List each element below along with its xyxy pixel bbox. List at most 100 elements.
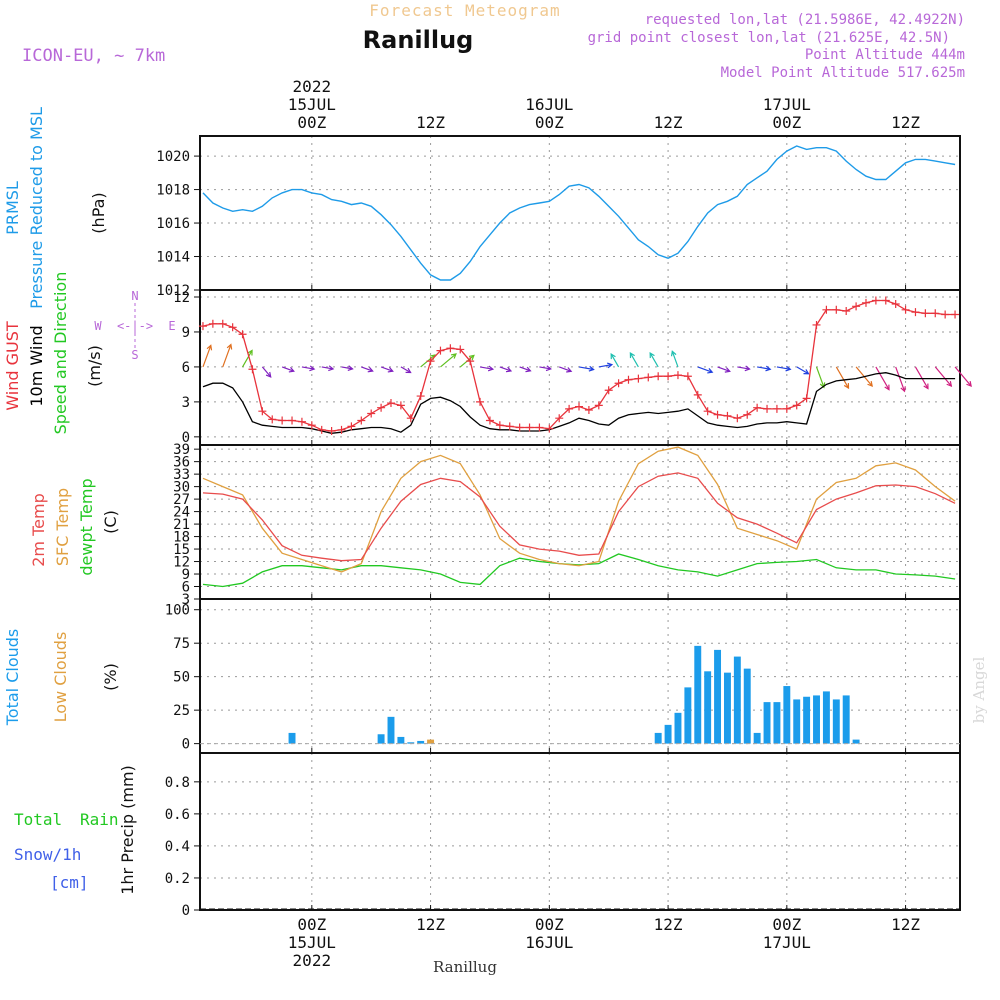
wind-arrow [835, 366, 850, 389]
top-hour-label: 00Z [772, 113, 801, 132]
wind-arrow-head [206, 344, 213, 351]
gust-marker [743, 410, 752, 419]
compass-w: W [94, 319, 102, 333]
wind-arrow-head [884, 384, 890, 391]
gust-marker [485, 416, 494, 425]
gust-marker [822, 305, 831, 314]
pressure-label-1: PRMSL [3, 181, 22, 235]
y-tick-label: 36 [173, 455, 190, 471]
gust-marker [258, 407, 267, 416]
wind-arrow-head [946, 381, 953, 388]
total-cloud-bar [694, 645, 702, 744]
bottom-hour-label: 00Z [297, 915, 326, 934]
wind-arrow [479, 366, 493, 370]
wind-arrow-head [724, 367, 731, 373]
total-cloud-bar [832, 699, 840, 744]
wind-arrow-head [505, 366, 513, 373]
total-cloud-bar [822, 691, 830, 744]
temp-unit: (C) [101, 510, 120, 534]
panel-border [199, 444, 961, 600]
gust-marker [278, 416, 287, 425]
total-cloud-bar [417, 740, 425, 744]
gust-marker [881, 296, 890, 305]
wind-arrow [539, 366, 551, 370]
sfc-temp-label: SFC Temp [53, 488, 72, 566]
gust-marker [614, 379, 623, 388]
y-tick-label: 0.8 [165, 775, 190, 791]
wind-arrow-head [610, 353, 616, 360]
wind-arrow [717, 366, 730, 372]
wind-arrow [222, 344, 232, 368]
wind-arrow-head [765, 365, 772, 372]
wind-arrow-head [649, 351, 655, 359]
wind-arrow [776, 366, 791, 370]
gust-marker [456, 345, 465, 354]
y-tick-label: 0 [182, 737, 190, 753]
top-hour-label: 12Z [654, 113, 683, 132]
wind-arrow [578, 366, 594, 371]
gust-marker [901, 305, 910, 314]
t2m-label: 2m Temp [29, 493, 48, 567]
top-hour-label: 00Z [297, 113, 326, 132]
y-tick-label: 1020 [156, 149, 190, 165]
wind-arrow-head [606, 362, 614, 369]
low-cloud-bar [427, 739, 435, 744]
y-tick-label: 0.2 [165, 871, 190, 887]
wind-arrow-head [670, 350, 677, 357]
gust-marker [525, 423, 534, 432]
gust-marker [594, 401, 603, 410]
pressure-unit: (hPa) [89, 192, 108, 233]
y-tick-label: 6 [182, 360, 190, 376]
bottom-year-label: 2022 [293, 951, 332, 970]
total-clouds-label: Total Clouds [3, 629, 22, 727]
panel-precip: 0 0.2 0.4 0.6 0.8 [165, 752, 961, 919]
y-tick-label: 3 [182, 592, 190, 608]
wind-arrow-head [629, 351, 635, 359]
gust-marker [268, 415, 277, 424]
gust-marker [396, 401, 405, 410]
wind-arrow [697, 366, 713, 373]
y-tick-label: 1014 [156, 250, 190, 266]
credit-watermark: by Angel [970, 656, 988, 723]
gust-marker [673, 371, 682, 380]
gust-marker [386, 399, 395, 408]
bottom-hour-label: 12Z [891, 915, 920, 934]
gust-marker [891, 299, 900, 308]
wind-arrow [815, 366, 825, 388]
total-cloud-bar [803, 696, 811, 744]
gust-marker [733, 414, 742, 423]
y-tick-label: 0.4 [165, 839, 190, 855]
compass-n: N [131, 289, 138, 303]
wind-arrow-head [265, 371, 272, 378]
compass-s: S [131, 348, 138, 362]
gust-marker [208, 319, 217, 328]
wind-arrow [671, 351, 679, 368]
total-cloud-bar [733, 656, 741, 744]
gust-marker [832, 305, 841, 314]
wind-arrow [499, 366, 512, 372]
panel-pressure: 1012 1014 1016 1018 1020 [156, 135, 961, 299]
bottom-hour-label: 12Z [654, 915, 683, 934]
wind-arrow-head [367, 366, 374, 373]
gust-marker [951, 310, 960, 319]
total-cloud-bar [773, 702, 781, 744]
forecast-meteogram-title: Forecast Meteogram [369, 1, 560, 20]
gust-marker [327, 427, 336, 436]
panel-border [199, 135, 961, 291]
requested-coords: requested lon,lat (21.5986E, 42.4922N) [645, 12, 965, 28]
wind-arrow [380, 366, 393, 372]
point-altitude: Point Altitude 444m [805, 47, 965, 63]
total-cloud-bar [674, 712, 682, 744]
low-clouds-label: Low Clouds [51, 632, 70, 723]
wind-arrow [875, 366, 890, 390]
wind-arrow [954, 366, 972, 387]
wind-unit: (m/s) [85, 345, 104, 387]
gust-marker [535, 423, 544, 432]
top-hour-label: 12Z [891, 113, 920, 132]
y-tick-label: 15 [173, 542, 190, 558]
pressure-line [202, 145, 956, 281]
gust-marker [545, 424, 554, 433]
y-tick-label: 9 [182, 567, 190, 583]
